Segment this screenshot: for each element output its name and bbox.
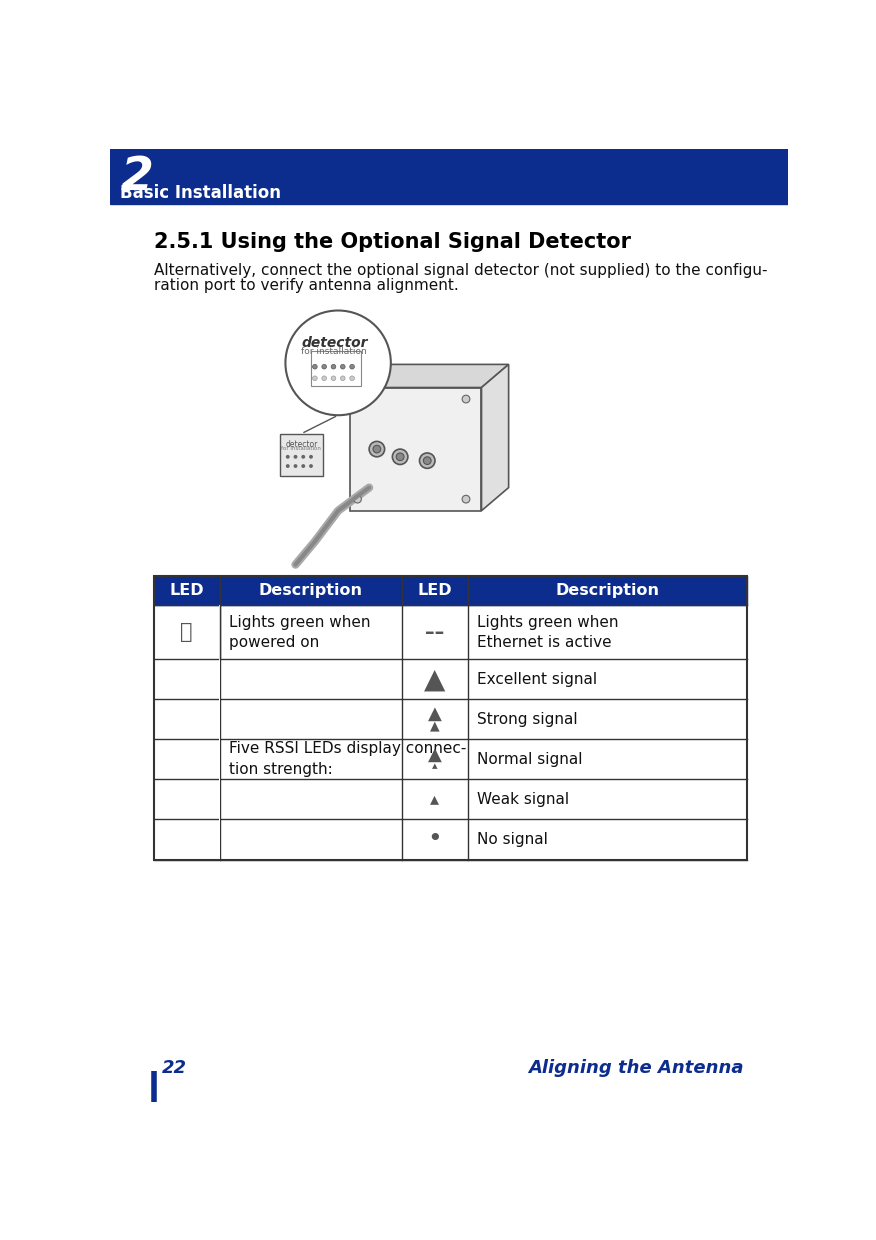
Bar (311, 351, 362, 386)
Text: Five RSSI LEDs display connec-
tion strength:: Five RSSI LEDs display connec- tion stre… (229, 742, 466, 777)
Circle shape (423, 456, 431, 465)
Bar (153, 577, 746, 859)
Circle shape (301, 455, 305, 459)
Circle shape (369, 441, 385, 456)
FancyBboxPatch shape (350, 387, 482, 511)
Text: ▲: ▲ (430, 719, 440, 733)
Circle shape (313, 376, 317, 381)
Circle shape (321, 365, 327, 370)
Bar (153, 577, 746, 605)
Circle shape (309, 464, 313, 467)
Circle shape (354, 495, 362, 503)
Text: •: • (427, 827, 442, 852)
Text: Lights green when
powered on: Lights green when powered on (229, 615, 371, 650)
Bar (110, 149, 788, 205)
Text: 2: 2 (120, 155, 153, 200)
Text: Weak signal: Weak signal (477, 792, 569, 807)
Text: ▲: ▲ (424, 666, 445, 693)
Circle shape (286, 464, 290, 467)
Circle shape (350, 365, 355, 370)
Text: ▴: ▴ (430, 790, 439, 808)
Circle shape (293, 455, 298, 459)
Polygon shape (350, 365, 509, 387)
Circle shape (301, 464, 305, 467)
Circle shape (331, 365, 336, 370)
Circle shape (350, 376, 355, 381)
Text: Basic Installation: Basic Installation (120, 185, 281, 202)
Text: ––: –– (425, 622, 444, 642)
Circle shape (293, 464, 298, 467)
Text: for installation: for installation (281, 446, 321, 451)
Circle shape (392, 449, 408, 465)
Circle shape (396, 453, 404, 460)
Circle shape (420, 453, 435, 469)
Text: 2.5.1 Using the Optional Signal Detector: 2.5.1 Using the Optional Signal Detector (153, 232, 631, 252)
Bar (219, 605, 221, 859)
Circle shape (463, 495, 470, 503)
Circle shape (286, 455, 290, 459)
Text: detector: detector (285, 440, 317, 449)
Circle shape (313, 365, 317, 370)
Circle shape (373, 445, 381, 453)
Text: ration port to verify antenna alignment.: ration port to verify antenna alignment. (153, 278, 458, 293)
Circle shape (321, 376, 327, 381)
Text: LED: LED (169, 583, 204, 598)
Text: No signal: No signal (477, 832, 548, 847)
Text: Description: Description (258, 583, 363, 598)
Text: ▴: ▴ (432, 761, 437, 771)
Bar (153, 577, 746, 859)
Text: detector: detector (301, 336, 368, 350)
Circle shape (309, 455, 313, 459)
Circle shape (354, 396, 362, 403)
Text: ⏻: ⏻ (180, 622, 193, 642)
Circle shape (463, 396, 470, 403)
Circle shape (286, 310, 391, 415)
Text: 22: 22 (161, 1059, 187, 1076)
Text: LED: LED (417, 583, 452, 598)
Bar (280, 434, 322, 476)
Text: for installation: for installation (301, 347, 367, 356)
Text: Excellent signal: Excellent signal (477, 672, 597, 687)
Circle shape (331, 376, 336, 381)
Text: Alternatively, connect the optional signal detector (not supplied) to the config: Alternatively, connect the optional sign… (153, 263, 767, 278)
Text: Strong signal: Strong signal (477, 712, 577, 727)
Text: ▲: ▲ (427, 745, 442, 764)
Text: Aligning the Antenna: Aligning the Antenna (528, 1059, 744, 1076)
Polygon shape (482, 365, 509, 511)
Circle shape (341, 365, 345, 370)
Circle shape (341, 376, 345, 381)
Text: Normal signal: Normal signal (477, 751, 583, 766)
Text: Lights green when
Ethernet is active: Lights green when Ethernet is active (477, 615, 618, 650)
Text: Description: Description (555, 583, 659, 598)
Text: ▲: ▲ (427, 706, 442, 723)
